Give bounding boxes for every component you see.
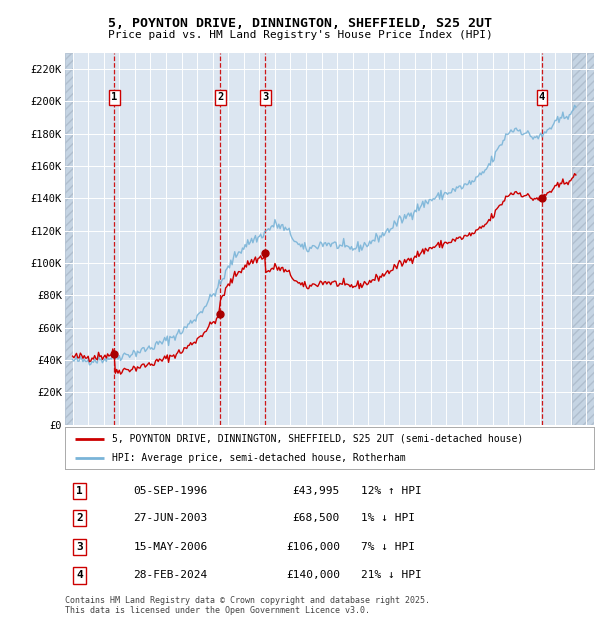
Text: 12% ↑ HPI: 12% ↑ HPI xyxy=(361,486,422,496)
Text: 27-JUN-2003: 27-JUN-2003 xyxy=(134,513,208,523)
Text: 4: 4 xyxy=(539,92,545,102)
Text: 3: 3 xyxy=(262,92,268,102)
Text: 28-FEB-2024: 28-FEB-2024 xyxy=(134,570,208,580)
Text: £68,500: £68,500 xyxy=(293,513,340,523)
Text: £43,995: £43,995 xyxy=(293,486,340,496)
Text: 15-MAY-2006: 15-MAY-2006 xyxy=(134,542,208,552)
Text: 3: 3 xyxy=(76,542,83,552)
Text: 7% ↓ HPI: 7% ↓ HPI xyxy=(361,542,415,552)
Bar xyxy=(65,53,73,425)
Text: 05-SEP-1996: 05-SEP-1996 xyxy=(134,486,208,496)
Text: 5, POYNTON DRIVE, DINNINGTON, SHEFFIELD, S25 2UT: 5, POYNTON DRIVE, DINNINGTON, SHEFFIELD,… xyxy=(108,17,492,30)
Text: £106,000: £106,000 xyxy=(286,542,340,552)
Text: 21% ↓ HPI: 21% ↓ HPI xyxy=(361,570,422,580)
Text: 1: 1 xyxy=(76,486,83,496)
Text: £140,000: £140,000 xyxy=(286,570,340,580)
Text: 2: 2 xyxy=(217,92,223,102)
Text: 2: 2 xyxy=(76,513,83,523)
Text: HPI: Average price, semi-detached house, Rotherham: HPI: Average price, semi-detached house,… xyxy=(112,453,406,463)
Text: 5, POYNTON DRIVE, DINNINGTON, SHEFFIELD, S25 2UT (semi-detached house): 5, POYNTON DRIVE, DINNINGTON, SHEFFIELD,… xyxy=(112,434,524,444)
Text: 1: 1 xyxy=(111,92,117,102)
Text: Contains HM Land Registry data © Crown copyright and database right 2025.: Contains HM Land Registry data © Crown c… xyxy=(65,596,430,606)
Text: This data is licensed under the Open Government Licence v3.0.: This data is licensed under the Open Gov… xyxy=(65,606,370,616)
Text: 4: 4 xyxy=(76,570,83,580)
Text: 1% ↓ HPI: 1% ↓ HPI xyxy=(361,513,415,523)
Text: Price paid vs. HM Land Registry's House Price Index (HPI): Price paid vs. HM Land Registry's House … xyxy=(107,30,493,40)
Bar xyxy=(572,53,594,425)
